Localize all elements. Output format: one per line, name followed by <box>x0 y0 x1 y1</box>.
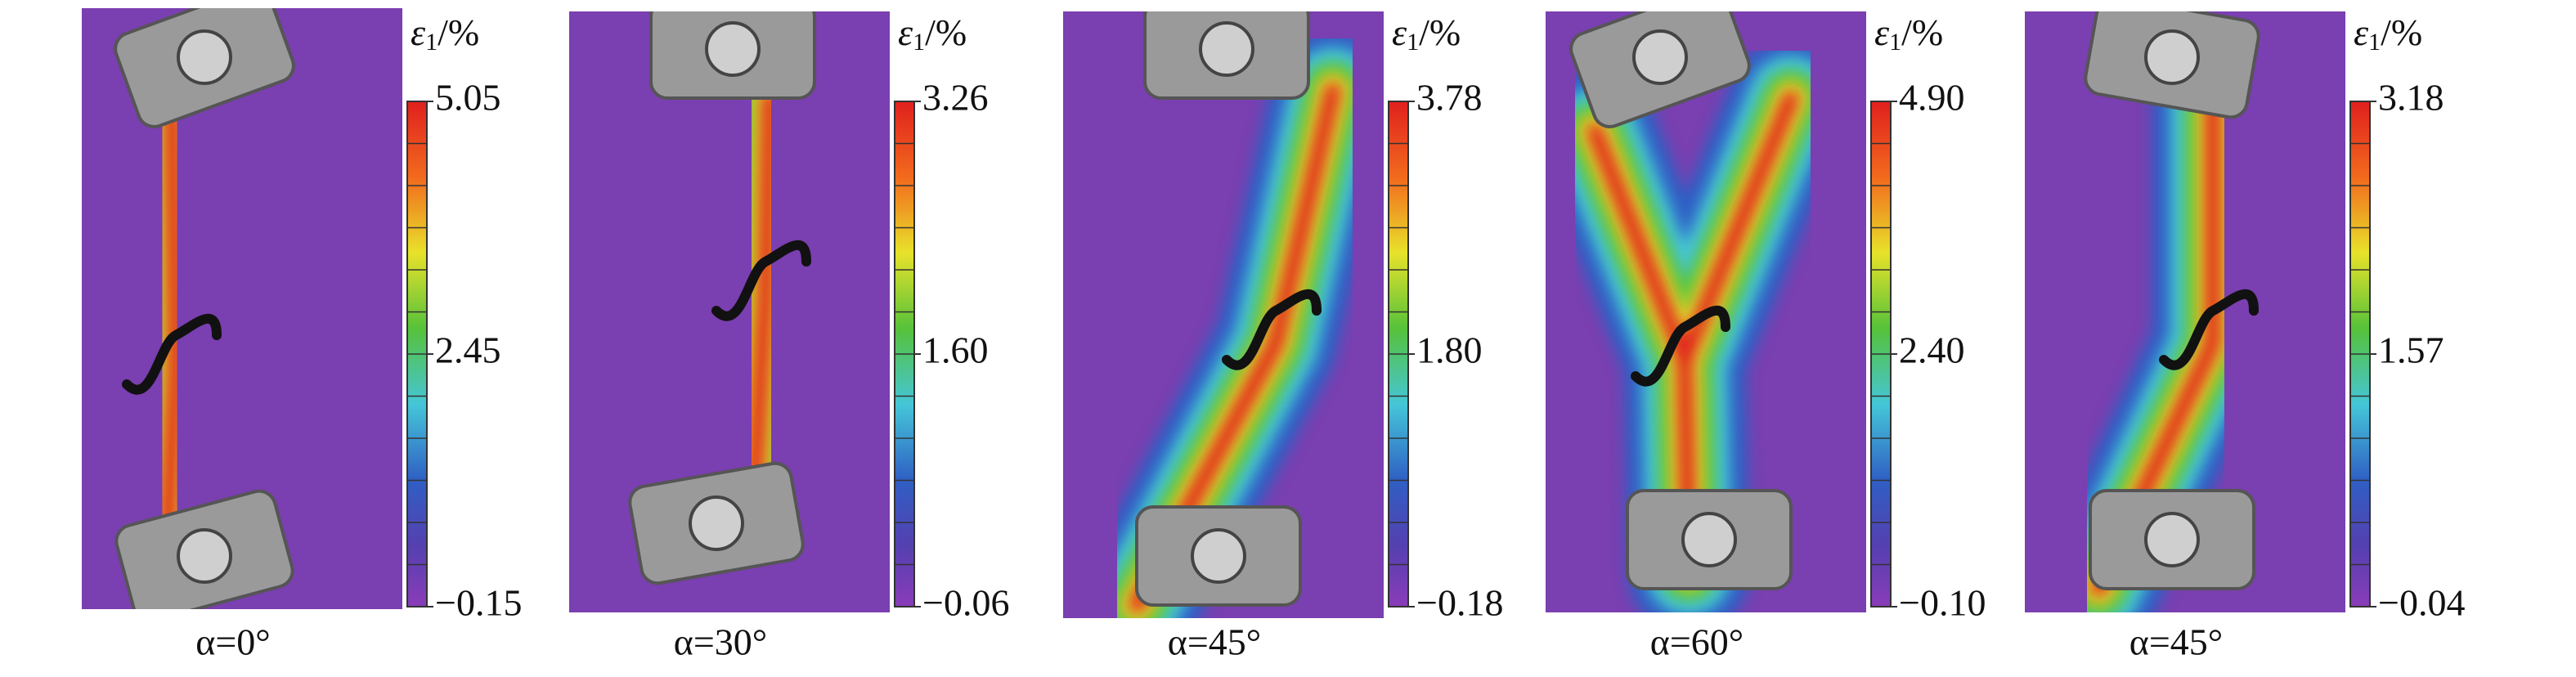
screw <box>2144 29 2200 85</box>
colorbar-label: ε1/% <box>1874 11 1943 56</box>
screw <box>177 29 232 85</box>
colorbar-tick-label: −0.06 <box>922 582 1009 624</box>
colorbar-label: ε1/% <box>411 11 479 56</box>
symbol: ε <box>1874 11 1890 53</box>
colorbar-tick-label: 5.05 <box>435 77 501 119</box>
colorbar-tick-label: 3.26 <box>922 77 989 119</box>
panel-caption: α=30° <box>674 621 767 663</box>
screw <box>1681 512 1737 567</box>
subscript: 1 <box>913 29 925 56</box>
screw <box>177 528 232 584</box>
subscript: 1 <box>425 29 438 56</box>
subscript: 1 <box>1407 29 1419 56</box>
symbol: ε <box>411 11 426 53</box>
symbol: ε <box>898 11 913 53</box>
colorbar-label: ε1/% <box>898 11 967 56</box>
panel-caption: α=0° <box>195 621 270 663</box>
screw <box>1199 21 1254 77</box>
colorbar-tick-label: 3.78 <box>1416 77 1483 119</box>
subscript: 1 <box>1889 29 1901 56</box>
colorbar-label: ε1/% <box>1392 11 1461 56</box>
colorbar-tick-label: −0.10 <box>1899 582 1986 624</box>
colorbar-label: ε1/% <box>2354 11 2422 56</box>
colorbar-tick-label: −0.04 <box>2378 582 2465 624</box>
symbol: ε <box>1392 11 1407 53</box>
panel-caption: α=60° <box>1650 621 1744 663</box>
colorbar-tick-label: 4.90 <box>1899 77 1965 119</box>
unit: /% <box>1901 11 1943 53</box>
colorbar-tick-label: −0.18 <box>1416 582 1503 624</box>
subscript: 1 <box>2368 29 2381 56</box>
strain-band <box>745 90 778 515</box>
unit: /% <box>2381 11 2422 53</box>
s-curve <box>711 240 811 321</box>
strain-map <box>569 11 890 612</box>
colorbar-tick-label: −0.15 <box>435 582 522 624</box>
panel-caption: α=45° <box>2129 621 2223 663</box>
strain-map <box>1063 11 1384 618</box>
strain-map <box>1546 11 1866 612</box>
strain-map <box>2025 11 2345 612</box>
screw <box>1632 29 1688 85</box>
unit: /% <box>925 11 967 53</box>
panel-caption: α=45° <box>1168 621 1261 663</box>
colorbar-tick-label: 1.57 <box>2378 330 2444 371</box>
colorbar-tick-label: 1.80 <box>1416 330 1483 371</box>
colorbar-tick-label: 2.40 <box>1899 330 1965 371</box>
screw <box>1191 528 1246 584</box>
colorbar-tick-label: 3.18 <box>2378 77 2444 119</box>
colorbar-tick-label: 2.45 <box>435 330 501 371</box>
colorbar-tick-label: 1.60 <box>922 330 989 371</box>
strain-map <box>82 8 402 609</box>
screw <box>705 21 761 77</box>
unit: /% <box>438 11 479 53</box>
unit: /% <box>1419 11 1461 53</box>
symbol: ε <box>2354 11 2369 53</box>
s-curve <box>1222 289 1322 370</box>
s-curve <box>122 313 222 395</box>
screw <box>689 495 744 551</box>
screw <box>2144 512 2200 567</box>
s-curve <box>1631 305 1730 387</box>
strain-band <box>1586 90 1799 581</box>
s-curve <box>2159 289 2259 370</box>
